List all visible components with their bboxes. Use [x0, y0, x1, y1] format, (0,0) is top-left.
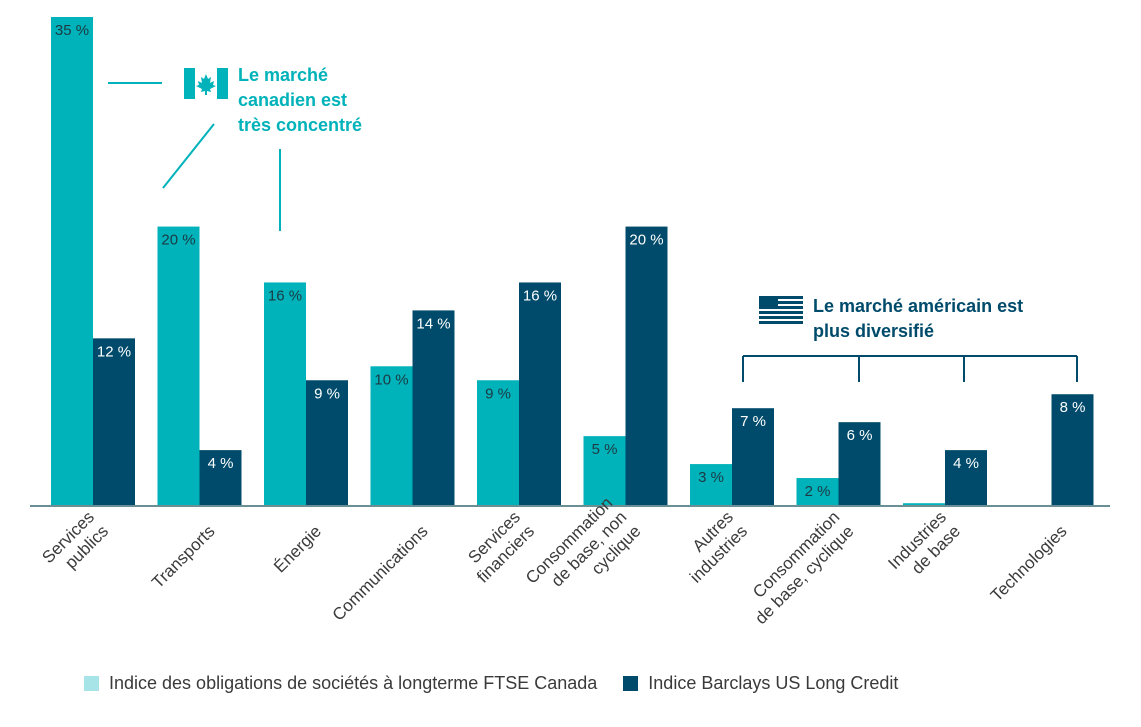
bar-ftse [796, 478, 839, 506]
x-tick-label: Énergie [270, 522, 325, 577]
canada-callout-line: très concentré [238, 115, 362, 135]
legend: Indice des obligations de sociétés à lon… [84, 673, 898, 694]
data-label: 35 % [55, 22, 89, 39]
x-tick-label: Technologies [987, 522, 1071, 606]
data-label: 20 % [629, 232, 663, 249]
canada-flag-icon [184, 68, 228, 99]
bar-barclays [945, 450, 987, 506]
x-tick-label-line: Communications [329, 522, 432, 625]
bar-barclays [625, 226, 668, 507]
legend-label-ftse: Indice des obligations de sociétés à lon… [109, 673, 598, 693]
us-callout-line: plus diversifié [813, 321, 934, 341]
bar-barclays [838, 422, 881, 506]
bars-layer: 35 % 12 % 20 % 4 % 16 % 9 % 10 % 14 % 9 % 16 % 5 %… [51, 17, 1094, 507]
x-tick-label-line: Énergie [270, 522, 325, 577]
bar-chart: 35 % 12 % 20 % 4 % 16 % 9 % 10 % 14 % 9 % 16 % 5 %… [30, 17, 1110, 628]
data-label: 12 % [97, 343, 131, 360]
svg-text:Le marché canadien est: Le marché canadien est très concentré [238, 65, 362, 135]
bar-barclays [306, 380, 348, 506]
data-label: 5 % [592, 441, 618, 458]
x-tick-label-line: Technologies [987, 522, 1071, 606]
bar-ftse [583, 436, 626, 506]
canada-callout: Le marché canadien est très concentré [108, 65, 362, 231]
bar-barclays [1051, 394, 1094, 506]
bar-ftse [477, 380, 519, 506]
data-label: 6 % [847, 427, 873, 444]
bar-barclays [93, 338, 135, 506]
data-label: 4 % [208, 455, 234, 472]
bar-barclays [199, 450, 242, 506]
legend-swatch-ftse [84, 676, 99, 691]
legend-item-barclays: Indice Barclays US Long Credit [623, 673, 898, 694]
data-label: 4 % [953, 455, 979, 472]
svg-text:Le marché américain est: Le marché américain est plus diversifié [813, 296, 1028, 341]
data-label: 8 % [1060, 399, 1086, 416]
data-label: 10 % [374, 371, 408, 388]
us-callout-line: Le marché américain est [813, 296, 1023, 316]
bar-ftse [370, 366, 413, 506]
x-tick-label-line: Transports [148, 522, 218, 592]
data-label: 7 % [740, 413, 766, 430]
bar-ftse [690, 464, 732, 506]
legend-label-barclays: Indice Barclays US Long Credit [648, 673, 899, 693]
canada-callout-line: Le marché [238, 65, 328, 85]
bar-ftse [264, 282, 306, 506]
us-bracket [742, 355, 1078, 382]
bar-ftse [157, 226, 200, 507]
bar-ftse [903, 503, 945, 506]
data-label: 16 % [268, 287, 302, 304]
data-label: 3 % [698, 469, 724, 486]
callout-line [162, 123, 215, 189]
data-label: 2 % [805, 483, 831, 500]
bar-barclays [519, 282, 561, 506]
bar-barclays [412, 310, 455, 506]
bar-ftse [51, 17, 93, 506]
us-flag-icon [759, 296, 803, 324]
x-tick-label: Communications [329, 522, 432, 625]
data-label: 16 % [523, 287, 557, 304]
data-label: 9 % [314, 385, 340, 402]
bar-barclays [732, 408, 774, 506]
canada-callout-line: canadien est [238, 90, 347, 110]
data-label: 14 % [416, 315, 450, 332]
us-callout: Le marché américain est plus diversifié [742, 296, 1078, 382]
legend-item-ftse: Indice des obligations de sociétés à lon… [84, 673, 597, 694]
data-label: 20 % [161, 232, 195, 249]
legend-swatch-barclays [623, 676, 639, 691]
data-label: 9 % [485, 385, 511, 402]
x-tick-label: Transports [148, 522, 218, 592]
